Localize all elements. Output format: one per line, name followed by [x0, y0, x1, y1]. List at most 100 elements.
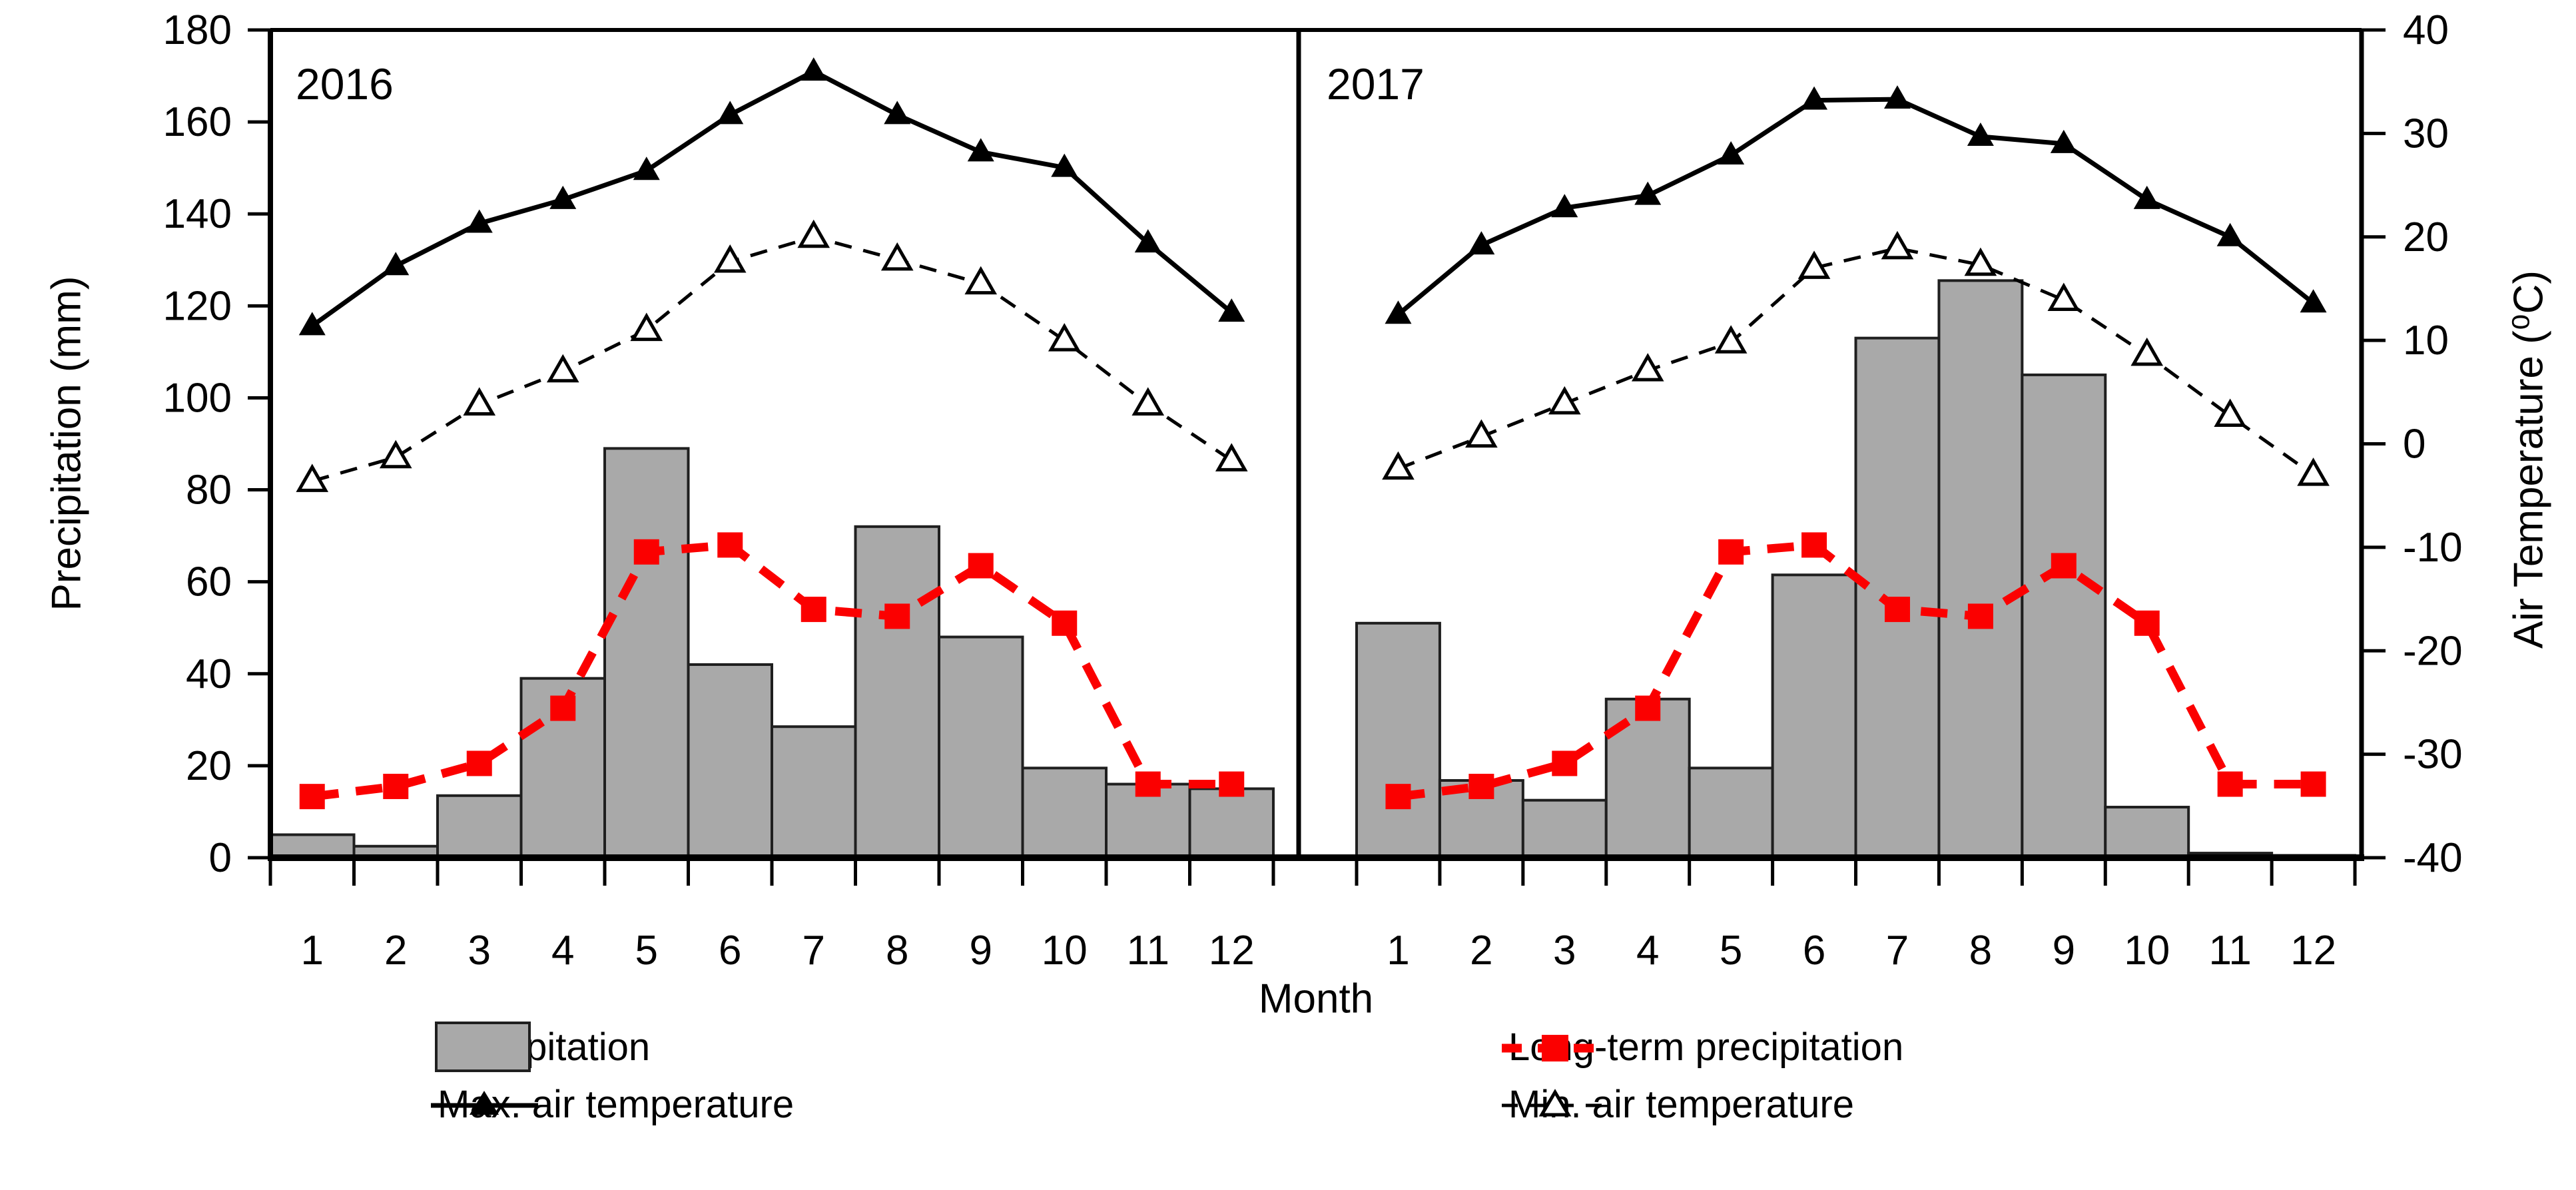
min-temp-marker-2017-m1: [1382, 451, 1415, 480]
right-axis-title: Air Temperature (⁰C): [2505, 270, 2552, 649]
panel-title-2016: 2016: [296, 59, 394, 109]
max-temp-marker-2017-m5: [1718, 141, 1745, 165]
max-temp-marker-2017-m9: [2050, 129, 2077, 153]
right-tick-label--20: -20: [2403, 628, 2463, 674]
max-temp-marker-2016-m9: [967, 138, 994, 162]
month-label-2017-5: 5: [1720, 928, 1742, 974]
month-label-2017-8: 8: [1969, 928, 1992, 974]
month-label-2017-4: 4: [1636, 928, 1659, 974]
max-temp-marker-2017-m11: [2216, 222, 2244, 246]
long-term-precip-marker-2017-m1: [1385, 784, 1411, 810]
bar-2016-month-7: [771, 725, 857, 859]
month-label-2016-8: 8: [886, 928, 908, 974]
bar-2017-month-9: [2021, 373, 2107, 859]
min-temp-marker-2016-m9: [964, 266, 998, 295]
max-temp-marker-2017-m12: [2300, 289, 2327, 313]
max-temp-marker-2017-m1: [1385, 300, 1412, 324]
long-term-precip-marker-2016-m7: [801, 597, 826, 623]
min-temp-marker-2016-m3: [463, 387, 496, 416]
right-tick-label-10: 10: [2403, 318, 2449, 364]
long-term-precip-marker-2016-m10: [1052, 610, 1078, 636]
left-tick-label-120: 120: [163, 283, 232, 329]
long-term-precip-marker-2017-m6: [1801, 532, 1827, 558]
left-tick-label-140: 140: [163, 191, 232, 237]
max-temp-marker-2016-m10: [1051, 153, 1078, 177]
right-tick-label--40: -40: [2403, 835, 2463, 881]
bar-2017-month-5: [1688, 766, 1774, 860]
month-label-2016-6: 6: [719, 928, 741, 974]
bar-2016-month-12: [1188, 787, 1275, 859]
long-term-precip-marker-2017-m4: [1635, 695, 1661, 721]
min-temp-marker-2016-m1: [296, 463, 329, 492]
bar-2017-month-1: [1355, 621, 1441, 859]
bar-2017-month-10: [2104, 806, 2190, 860]
bar-2016-month-5: [603, 447, 690, 859]
long-term-precip-marker-2017-m12: [2300, 771, 2326, 797]
min-temp-marker-2017-m4: [1631, 353, 1664, 382]
bar-2016-month-6: [687, 663, 773, 859]
max-temp-marker-2017-m2: [1468, 231, 1495, 255]
right-tick-label--10: -10: [2403, 525, 2463, 571]
max-temp-marker-2017-m4: [1634, 181, 1662, 205]
max-temp-marker-2017-m8: [1967, 123, 1994, 147]
month-label-2016-1: 1: [301, 928, 324, 974]
max-temp-marker-2016-m3: [466, 209, 493, 233]
month-label-2016-12: 12: [1209, 928, 1255, 974]
month-label-2016-3: 3: [468, 928, 491, 974]
month-label-2016-2: 2: [384, 928, 407, 974]
min-temp-marker-2017-m8: [1964, 247, 1997, 276]
long-term-precip-marker-2017-m5: [1718, 539, 1744, 565]
long-term-precipitation-line-2017: [1397, 540, 2314, 801]
month-label-2017-2: 2: [1470, 928, 1492, 974]
month-label-2016-9: 9: [970, 928, 992, 974]
long-term-precip-marker-2016-m6: [717, 532, 743, 558]
month-label-2016-4: 4: [551, 928, 574, 974]
min-temp-marker-2017-m9: [2047, 282, 2081, 312]
left-tick-label-160: 160: [163, 99, 232, 145]
max-temp-marker-2017-m7: [1883, 85, 1911, 109]
max-temp-marker-2017-m10: [2133, 185, 2160, 209]
month-label-2017-9: 9: [2053, 928, 2075, 974]
long-term-precip-marker-2017-m9: [2051, 553, 2077, 579]
month-label-2017-3: 3: [1553, 928, 1576, 974]
min-air-temperature-line-2016: [312, 235, 1233, 483]
min-temp-marker-2017-m5: [1714, 325, 1748, 354]
x-axis-title: Month: [1258, 976, 1374, 1022]
min-temp-marker-2017-m3: [1548, 386, 1581, 415]
month-label-2017-10: 10: [2124, 928, 2170, 974]
min-temp-marker-2016-m11: [1131, 387, 1165, 416]
min-temp-marker-2016-m7: [797, 219, 830, 248]
month-label-2016-7: 7: [803, 928, 825, 974]
long-term-precip-marker-2016-m3: [466, 750, 492, 776]
left-tick-label-20: 20: [186, 743, 232, 789]
bar-2016-month-8: [854, 525, 940, 859]
bar-2016-month-9: [938, 635, 1024, 859]
right-tick-label-0: 0: [2403, 422, 2425, 467]
left-tick-label-180: 180: [163, 7, 232, 53]
min-temp-marker-2017-m11: [2214, 398, 2246, 428]
month-label-2016-10: 10: [1042, 928, 1088, 974]
long-term-precip-marker-2017-m2: [1468, 773, 1494, 799]
long-term-precip-marker-2016-m2: [383, 773, 409, 799]
month-label-2017-7: 7: [1886, 928, 1909, 974]
long-term-precip-marker-2016-m1: [299, 784, 325, 810]
max-temp-marker-2016-m7: [800, 57, 827, 81]
long-term-precip-marker-2016-m5: [633, 539, 659, 565]
legend-item-long-term-precipitation: Long-term precipitation: [1500, 1018, 1903, 1076]
bar-2017-month-6: [1771, 573, 1857, 860]
min-temp-marker-2016-m2: [379, 440, 412, 469]
left-axis-title: Precipitation (mm): [43, 276, 90, 611]
long-term-precip-marker-2016-m12: [1219, 771, 1245, 797]
bar-swatch-icon: [435, 1022, 531, 1072]
panel-title-2017: 2017: [1327, 59, 1425, 109]
long-term-precip-marker-2016-m11: [1135, 771, 1161, 797]
bar-2016-month-1: [269, 833, 356, 859]
long-term-precip-marker-2017-m3: [1552, 750, 1578, 776]
right-tick-label--30: -30: [2403, 732, 2463, 778]
min-temp-marker-2016-m4: [546, 354, 579, 383]
long-term-precip-marker-2017-m7: [1884, 597, 1910, 623]
long-term-precip-marker-2016-m9: [968, 553, 994, 579]
right-tick-label-30: 30: [2403, 111, 2449, 156]
